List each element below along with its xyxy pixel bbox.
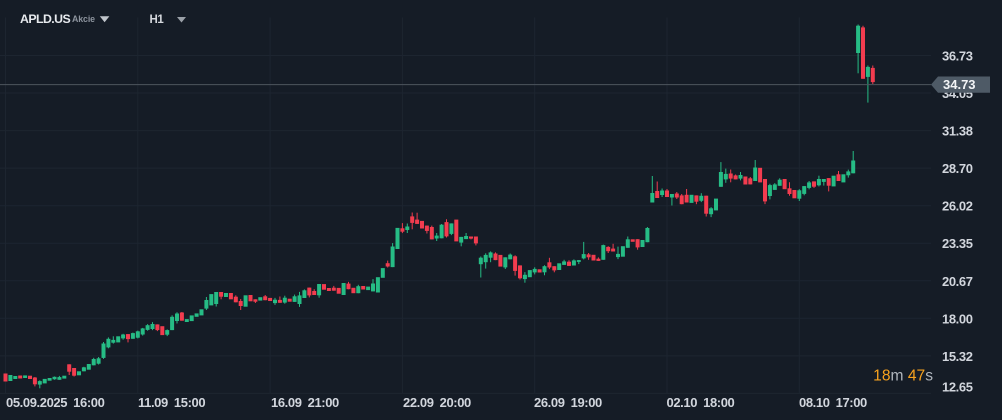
- svg-text:H1: H1: [150, 14, 165, 26]
- svg-text:11.09 15:00: 11.09 15:00: [138, 395, 205, 410]
- svg-text:16.09 21:00: 16.09 21:00: [271, 395, 339, 410]
- svg-text:20.67: 20.67: [942, 274, 973, 289]
- svg-text:05.09.2025 16:00: 05.09.2025 16:00: [6, 395, 105, 410]
- svg-text:28.70: 28.70: [942, 161, 973, 176]
- svg-text:18m 47s: 18m 47s: [873, 367, 933, 384]
- svg-text:26.09 19:00: 26.09 19:00: [534, 395, 602, 410]
- svg-text:31.38: 31.38: [942, 124, 973, 139]
- svg-text:18.00: 18.00: [942, 311, 973, 326]
- svg-text:12.65: 12.65: [942, 380, 973, 395]
- svg-text:Akcie: Akcie: [72, 14, 95, 24]
- svg-text:APLD.US: APLD.US: [20, 12, 70, 26]
- svg-text:34.73: 34.73: [943, 77, 976, 92]
- svg-text:26.02: 26.02: [942, 199, 973, 214]
- svg-text:36.73: 36.73: [942, 49, 973, 64]
- svg-text:23.35: 23.35: [942, 236, 973, 251]
- svg-text:02.10 18:00: 02.10 18:00: [667, 395, 735, 410]
- svg-text:08.10 17:00: 08.10 17:00: [799, 395, 867, 410]
- svg-text:15.32: 15.32: [942, 349, 973, 364]
- svg-text:22.09 20:00: 22.09 20:00: [403, 395, 471, 410]
